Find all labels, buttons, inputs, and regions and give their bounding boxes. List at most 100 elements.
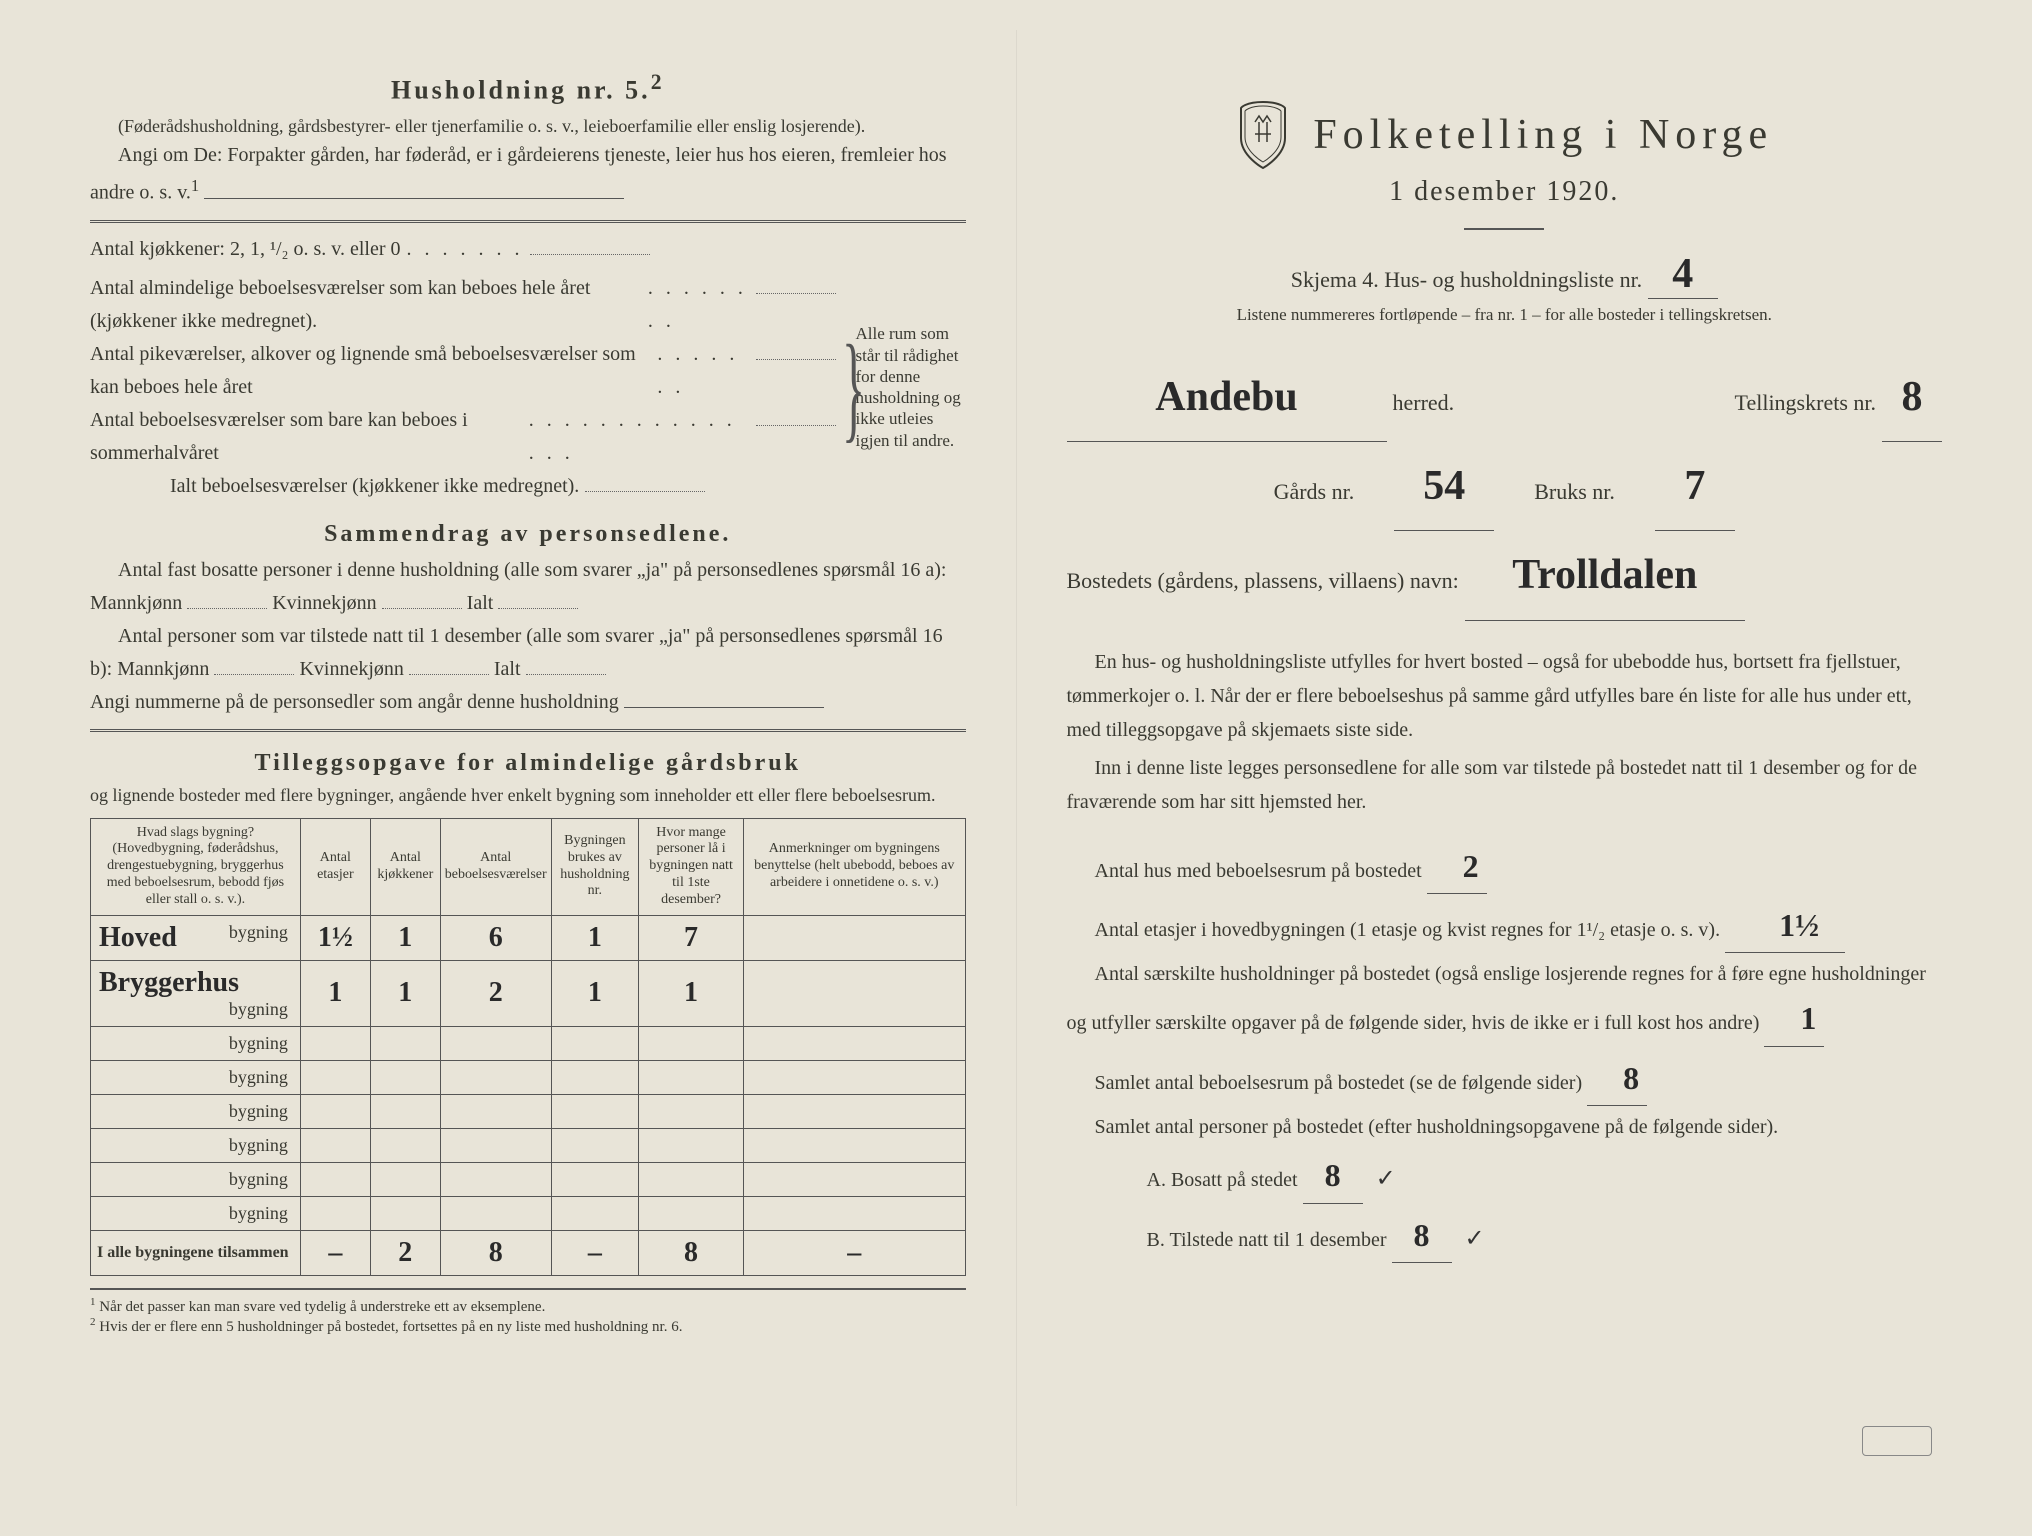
rooms-group: Antal almindelige beboelsesværelser som … xyxy=(90,272,966,503)
tellingskrets-nr: 8 xyxy=(1882,353,1942,442)
q1-label: Antal hus med beboelsesrum på bostedet xyxy=(1095,860,1422,882)
row-vaer xyxy=(440,1128,551,1162)
para2-blank xyxy=(204,177,624,199)
table-total-row: I alle bygningene tilsammen – 2 8 – 8 – xyxy=(91,1230,966,1275)
bygning-word: bygning xyxy=(229,922,296,943)
herred-line: Andebu herred. Tellingskrets nr. 8 xyxy=(1067,353,1943,442)
heading-text: Husholdning nr. 5. xyxy=(391,76,651,105)
rooms2: Antal pikeværelser, alkover og lignende … xyxy=(90,338,836,404)
row-type-cell: Hoved bygning xyxy=(91,915,301,960)
gards-line: Gårds nr. 54 Bruks nr. 7 xyxy=(1067,442,1943,531)
row-anm xyxy=(744,1026,965,1060)
rooms1-blank xyxy=(756,272,836,294)
gards-label: Gårds nr. xyxy=(1274,469,1355,515)
bosted-line: Bostedets (gårdens, plassens, villaens) … xyxy=(1067,531,1943,620)
crest-icon xyxy=(1235,100,1291,170)
q5b-value: 8 xyxy=(1392,1208,1452,1263)
row-kjokken xyxy=(370,1128,440,1162)
row-pers: 7 xyxy=(639,915,744,960)
heading-sup: 2 xyxy=(651,70,665,94)
check-icon-2: ✓ xyxy=(1465,1226,1485,1252)
row-kjokken xyxy=(370,1162,440,1196)
q3: Antal særskilte husholdninger på bostede… xyxy=(1067,957,1943,1046)
skjema-line: Skjema 4. Hus- og husholdningsliste nr. … xyxy=(1067,250,1943,299)
samm2: Antal personer som var tilstede natt til… xyxy=(90,620,966,686)
row-anm xyxy=(744,1128,965,1162)
para2-sup: 1 xyxy=(191,176,199,195)
tillegg-sub: og lignende bosteder med flere bygninger… xyxy=(90,783,966,808)
row-type-cell: Bryggerhus bygning xyxy=(91,960,301,1026)
bygning-word: bygning xyxy=(229,1033,296,1054)
q2-value: 1½ xyxy=(1725,898,1845,953)
row-hush xyxy=(551,1094,638,1128)
total-label: I alle bygningene tilsammen xyxy=(91,1230,301,1275)
bygning-word: bygning xyxy=(229,1203,296,1224)
table-row: bygning xyxy=(91,1196,966,1230)
samm1-i-blank xyxy=(498,587,578,609)
row-anm xyxy=(744,1162,965,1196)
row-kjokken xyxy=(370,1060,440,1094)
row-pers xyxy=(639,1094,744,1128)
samm2-k-blank xyxy=(409,653,489,675)
herred-value: Andebu xyxy=(1067,353,1387,442)
footnote1: 1 Når det passer kan man svare ved tydel… xyxy=(90,1296,966,1316)
th-type: Hvad slags bygning? (Hovedbygning, føder… xyxy=(91,818,301,915)
dots2: . . . . . . . xyxy=(657,338,749,404)
row-kjokken xyxy=(370,1026,440,1060)
bygning-word: bygning xyxy=(229,1067,296,1088)
q5a-value: 8 xyxy=(1303,1148,1363,1203)
row-type-cell: bygning xyxy=(91,1196,301,1230)
samm1: Antal fast bosatte personer i denne hush… xyxy=(90,554,966,620)
field-block: Andebu herred. Tellingskrets nr. 8 Gårds… xyxy=(1067,353,1943,621)
rooms2-blank xyxy=(756,338,836,360)
row-pers xyxy=(639,1162,744,1196)
row-pers xyxy=(639,1196,744,1230)
main-title: Folketelling i Norge xyxy=(1313,111,1773,159)
subtitle: 1 desember 1920. xyxy=(1067,176,1943,208)
q5b-label: B. Tilstede natt til 1 desember xyxy=(1147,1229,1387,1251)
row-vaer xyxy=(440,1060,551,1094)
q3-value: 1 xyxy=(1764,991,1824,1046)
th-pers: Hvor mange personer lå i bygningen natt … xyxy=(639,818,744,915)
title-block: Folketelling i Norge 1 desember 1920. xyxy=(1067,100,1943,208)
row-kjokken: 1 xyxy=(370,915,440,960)
q2-label: Antal etasjer i hovedbygningen (1 etasje… xyxy=(1095,919,1721,941)
buildings-table: Hvad slags bygning? (Hovedbygning, føder… xyxy=(90,818,966,1276)
rooms1: Antal almindelige beboelsesværelser som … xyxy=(90,272,836,338)
th-etasjer: Antal etasjer xyxy=(300,818,370,915)
row-vaer: 6 xyxy=(440,915,551,960)
q2: Antal etasjer i hovedbygningen (1 etasje… xyxy=(1067,898,1943,953)
table-row: bygning xyxy=(91,1128,966,1162)
th-anm: Anmerkninger om bygningens benyttelse (h… xyxy=(744,818,965,915)
gards-nr: 54 xyxy=(1394,442,1494,531)
kitchens-blank xyxy=(530,233,650,255)
row-etasjer xyxy=(300,1128,370,1162)
row-pers xyxy=(639,1060,744,1094)
row-type-cell: bygning xyxy=(91,1162,301,1196)
samm2-i: Ialt xyxy=(494,658,521,680)
row-anm xyxy=(744,915,965,960)
samm1-m-blank xyxy=(187,587,267,609)
row-pers xyxy=(639,1128,744,1162)
kitchens-label: Antal kjøkkener: 2, 1, ¹/₂ o. s. v. elle… xyxy=(90,233,401,266)
dots1: . . . . . . . . xyxy=(648,272,750,338)
rooms1-label: Antal almindelige beboelsesværelser som … xyxy=(90,272,642,338)
rooms-total-label: Ialt beboelsesværelser (kjøkkener ikke m… xyxy=(170,470,579,503)
table-row: Bryggerhus bygning11211 xyxy=(91,960,966,1026)
skjema-nr: 4 xyxy=(1648,250,1718,299)
row-hush xyxy=(551,1026,638,1060)
samm2-i-blank xyxy=(526,653,606,675)
skjema-label: Skjema 4. Hus- og husholdningsliste nr. xyxy=(1291,267,1642,292)
footnotes: 1 Når det passer kan man svare ved tydel… xyxy=(90,1288,966,1336)
rooms2-label: Antal pikeværelser, alkover og lignende … xyxy=(90,338,651,404)
total-etasjer: – xyxy=(300,1230,370,1275)
samm2-m-blank xyxy=(214,653,294,675)
row-type-hw: Hoved xyxy=(99,922,177,953)
dots3: . . . . . . . . . . . . . . . xyxy=(529,404,750,470)
household-heading: Husholdning nr. 5.2 xyxy=(90,70,966,106)
row-etasjer: 1 xyxy=(300,960,370,1026)
row-type-hw: Bryggerhus xyxy=(99,967,239,998)
q4-value: 8 xyxy=(1587,1051,1647,1106)
row-hush: 1 xyxy=(551,915,638,960)
sammendrag-heading: Sammendrag av personsedlene. xyxy=(90,521,966,548)
